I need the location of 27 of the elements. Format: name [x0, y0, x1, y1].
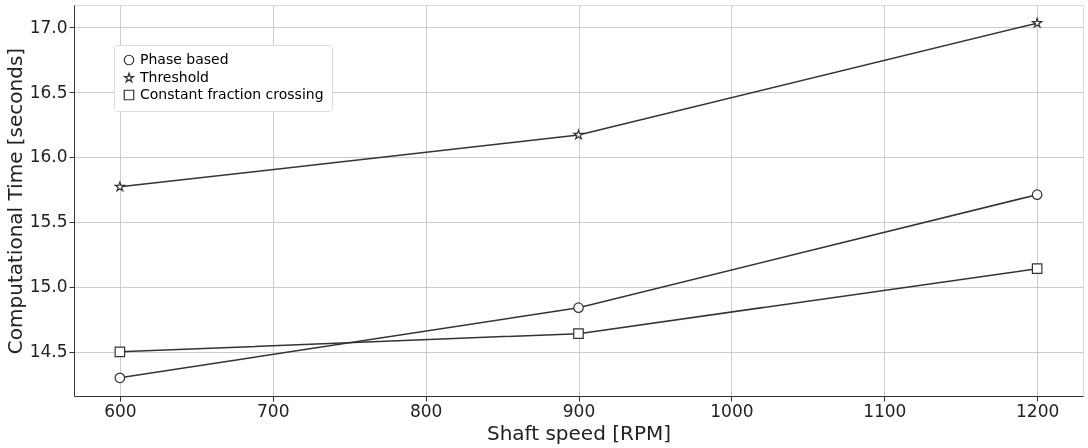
y-tick-label: 16.0 [29, 146, 68, 167]
legend-label: Threshold [139, 69, 209, 85]
point [573, 302, 584, 313]
x-tick-label: 800 [409, 400, 443, 421]
x-tick-label: 900 [562, 400, 596, 421]
legend-label: Constant fraction crossing [140, 86, 324, 102]
point [114, 346, 126, 358]
point [573, 328, 584, 339]
y-tick-label: 17.0 [29, 16, 68, 37]
point [114, 181, 125, 192]
point [114, 372, 126, 384]
y-tick-label: 14.5 [29, 341, 68, 362]
point [573, 129, 584, 140]
legend-label: Phase based [140, 51, 229, 67]
x-tick-label: 600 [104, 400, 137, 421]
y-axis-title: Computational Time [seconds] [2, 47, 27, 355]
x-tick-label: 1000 [710, 400, 754, 421]
point [1032, 17, 1043, 28]
point [1031, 263, 1043, 275]
x-tick-label: 1200 [1016, 400, 1060, 421]
y-tick-label: 16.5 [29, 81, 68, 102]
y-tick-label: 15.0 [29, 276, 68, 297]
point [1031, 189, 1043, 200]
y-tick-label: 15.5 [29, 211, 68, 232]
x-tick-label: 700 [257, 400, 290, 421]
x-axis-title: Shaft speed [RPM] [486, 420, 672, 445]
x-tick-label: 1100 [863, 400, 907, 421]
